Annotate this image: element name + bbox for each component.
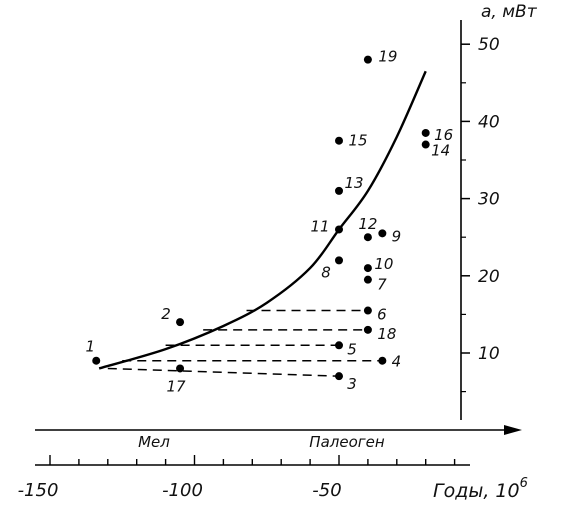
data-point-label-8: 8 <box>321 263 331 281</box>
data-point-11 <box>335 225 343 234</box>
dashed-lines <box>107 309 383 377</box>
data-point-label-1: 1 <box>85 338 95 356</box>
data-point-label-11: 11 <box>310 217 329 235</box>
x-tick-label-100: -100 <box>162 480 203 501</box>
data-point-2 <box>176 318 185 327</box>
period-label-cretaceous: Мел <box>138 433 170 451</box>
data-point-label-12: 12 <box>358 215 377 233</box>
data-point-label-5: 5 <box>347 340 357 358</box>
data-point-label-4: 4 <box>392 353 402 371</box>
data-point-4 <box>378 356 387 365</box>
y-tick-label-20: 20 <box>478 267 500 287</box>
y-ticks: 10 20 30 40 50 <box>461 35 500 393</box>
data-point-6 <box>363 306 372 315</box>
data-point-12 <box>363 233 372 242</box>
data-point-label-6: 6 <box>377 306 387 324</box>
data-point-label-18: 18 <box>377 325 396 343</box>
data-point-16 <box>421 128 430 137</box>
data-point-label-9: 9 <box>392 227 402 245</box>
period-label-paleogene: Палеоген <box>309 433 385 451</box>
data-point-19 <box>363 55 372 64</box>
data-point-9 <box>378 229 387 238</box>
dashed-line-1 <box>107 367 340 377</box>
data-point-label-14: 14 <box>431 142 450 160</box>
data-point-3 <box>335 372 343 381</box>
data-point-label-13: 13 <box>344 174 363 192</box>
y-tick-label-40: 40 <box>478 112 500 132</box>
x-axis-exponent: 6 <box>520 476 528 491</box>
data-point-label-15: 15 <box>348 132 367 150</box>
x-tick-label-150: -150 <box>18 480 59 501</box>
y-tick-label-10: 10 <box>478 344 500 364</box>
data-point-label-16: 16 <box>434 126 453 144</box>
x-tick-label-50: -50 <box>312 480 341 501</box>
data-point-8 <box>335 256 343 265</box>
data-point-label-17: 17 <box>167 377 187 395</box>
data-point-label-10: 10 <box>374 255 393 273</box>
y-axis-label: a, мВт <box>481 2 538 22</box>
data-point-17 <box>176 364 185 373</box>
y-tick-label-50: 50 <box>478 35 500 55</box>
x-axis-label: Годы, 106 <box>433 476 528 502</box>
data-point-5 <box>335 341 343 350</box>
data-point-label-3: 3 <box>347 375 357 393</box>
data-point-label-2: 2 <box>161 305 171 323</box>
data-point-10 <box>363 264 372 273</box>
data-point-15 <box>335 136 343 145</box>
data-point-13 <box>335 186 343 195</box>
period-axis-arrow-icon <box>504 425 522 435</box>
x-ticks: -150 -100 -50 <box>18 455 456 501</box>
data-point-7 <box>363 275 372 284</box>
data-point-1 <box>92 356 101 365</box>
data-point-14 <box>421 140 430 149</box>
data-point-label-19: 19 <box>378 48 397 66</box>
y-tick-label-30: 30 <box>478 190 500 210</box>
trend-curve <box>98 70 427 370</box>
data-point-label-7: 7 <box>377 276 387 294</box>
data-point-18 <box>363 325 372 334</box>
